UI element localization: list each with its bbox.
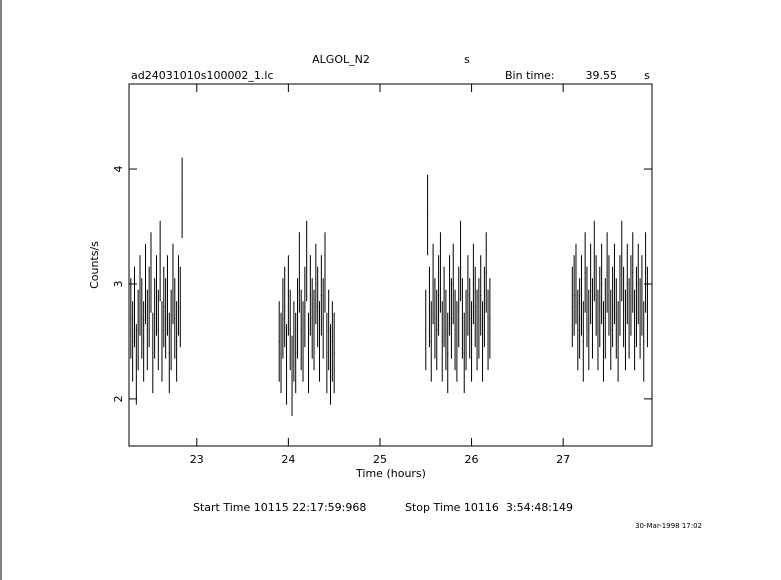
plot-frame	[128, 83, 653, 447]
x-tick-label: 26	[465, 453, 479, 466]
plot-date: 30-Mar-1998 17:02	[635, 522, 702, 530]
bin-unit: s	[644, 69, 650, 82]
title-unit: s	[464, 53, 470, 66]
x-axis-label: Time (hours)	[355, 467, 426, 480]
start-time: Start Time 10115 22:17:59:968	[193, 501, 366, 514]
y-tick-label: 2	[112, 395, 125, 402]
y-tick-label: 4	[112, 166, 125, 173]
file-name: ad24031010s100002_1.lc	[131, 69, 274, 82]
y-tick-label: 3	[112, 280, 125, 287]
stop-time: Stop Time 10116 3:54:48:149	[405, 501, 573, 514]
y-axis-label: Counts/s	[88, 241, 101, 289]
bin-time: 39.55	[586, 69, 618, 82]
x-tick-label: 24	[281, 453, 295, 466]
bin-label: Bin time:	[505, 69, 555, 82]
chart-title: ALGOL_N2	[312, 53, 370, 66]
x-tick-label: 23	[190, 453, 204, 466]
x-tick-label: 27	[556, 453, 570, 466]
x-tick-label: 25	[373, 453, 387, 466]
